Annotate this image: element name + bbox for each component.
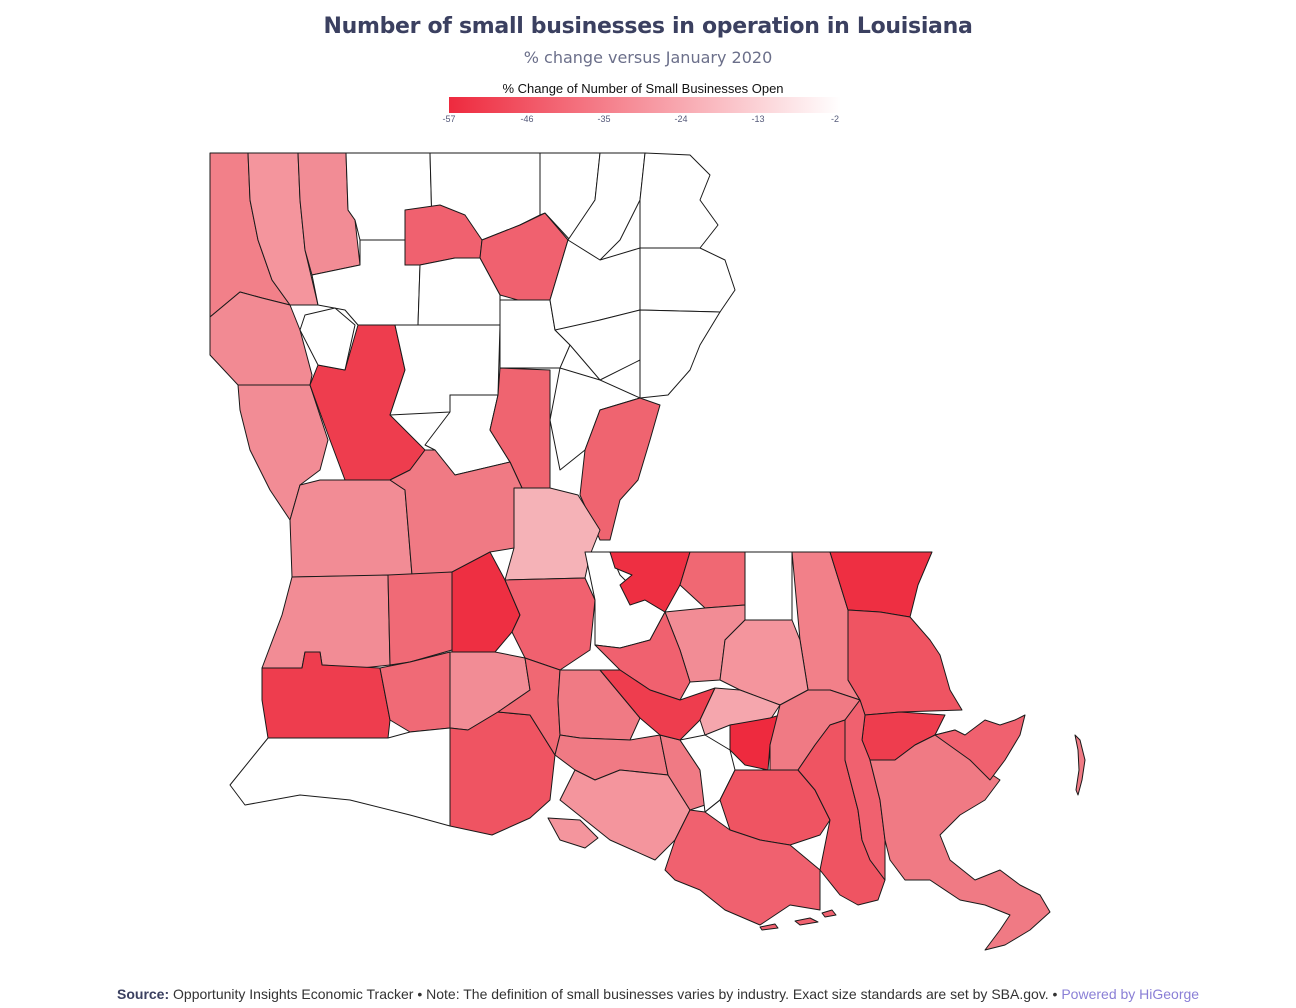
legend-tick: -13 <box>751 114 765 124</box>
parish[interactable] <box>847 609 963 716</box>
parish[interactable] <box>209 291 313 386</box>
parish[interactable] <box>744 551 793 621</box>
parish[interactable] <box>639 152 719 249</box>
parish[interactable] <box>729 714 781 771</box>
parish[interactable] <box>229 727 451 827</box>
parish[interactable] <box>449 711 556 836</box>
parish[interactable] <box>639 309 721 399</box>
parish[interactable] <box>387 571 453 666</box>
legend-tick: -57 <box>442 114 456 124</box>
island <box>794 917 819 926</box>
parish[interactable] <box>664 809 821 926</box>
legend-tick: -24 <box>674 114 688 124</box>
parish[interactable] <box>934 714 1026 781</box>
parish[interactable] <box>579 397 661 541</box>
legend-tick: -2 <box>830 114 840 124</box>
legend-tick: -35 <box>597 114 611 124</box>
parish[interactable] <box>679 551 746 609</box>
parish[interactable] <box>1074 734 1086 796</box>
island <box>821 909 837 918</box>
chart-subtitle: % change versus January 2020 <box>523 48 773 67</box>
parish[interactable] <box>869 729 1051 951</box>
legend-color-bar <box>449 97 841 113</box>
source-text: Opportunity Insights Economic Tracker • … <box>169 986 1062 1002</box>
legend-tick: -46 <box>520 114 534 124</box>
source-label: Source: <box>117 986 170 1002</box>
parish[interactable] <box>299 307 356 371</box>
parish[interactable] <box>547 817 599 849</box>
parish[interactable] <box>289 479 413 578</box>
island <box>759 923 779 931</box>
chart-title: Number of small businesses in operation … <box>323 14 973 39</box>
parish[interactable] <box>639 247 736 313</box>
legend-title: % Change of Number of Small Businesses O… <box>502 81 784 96</box>
source-footer: Source: Opportunity Insights Economic Tr… <box>117 986 1199 1002</box>
parish[interactable] <box>261 574 391 669</box>
brand-link[interactable]: Powered by HiGeorge <box>1061 986 1200 1002</box>
